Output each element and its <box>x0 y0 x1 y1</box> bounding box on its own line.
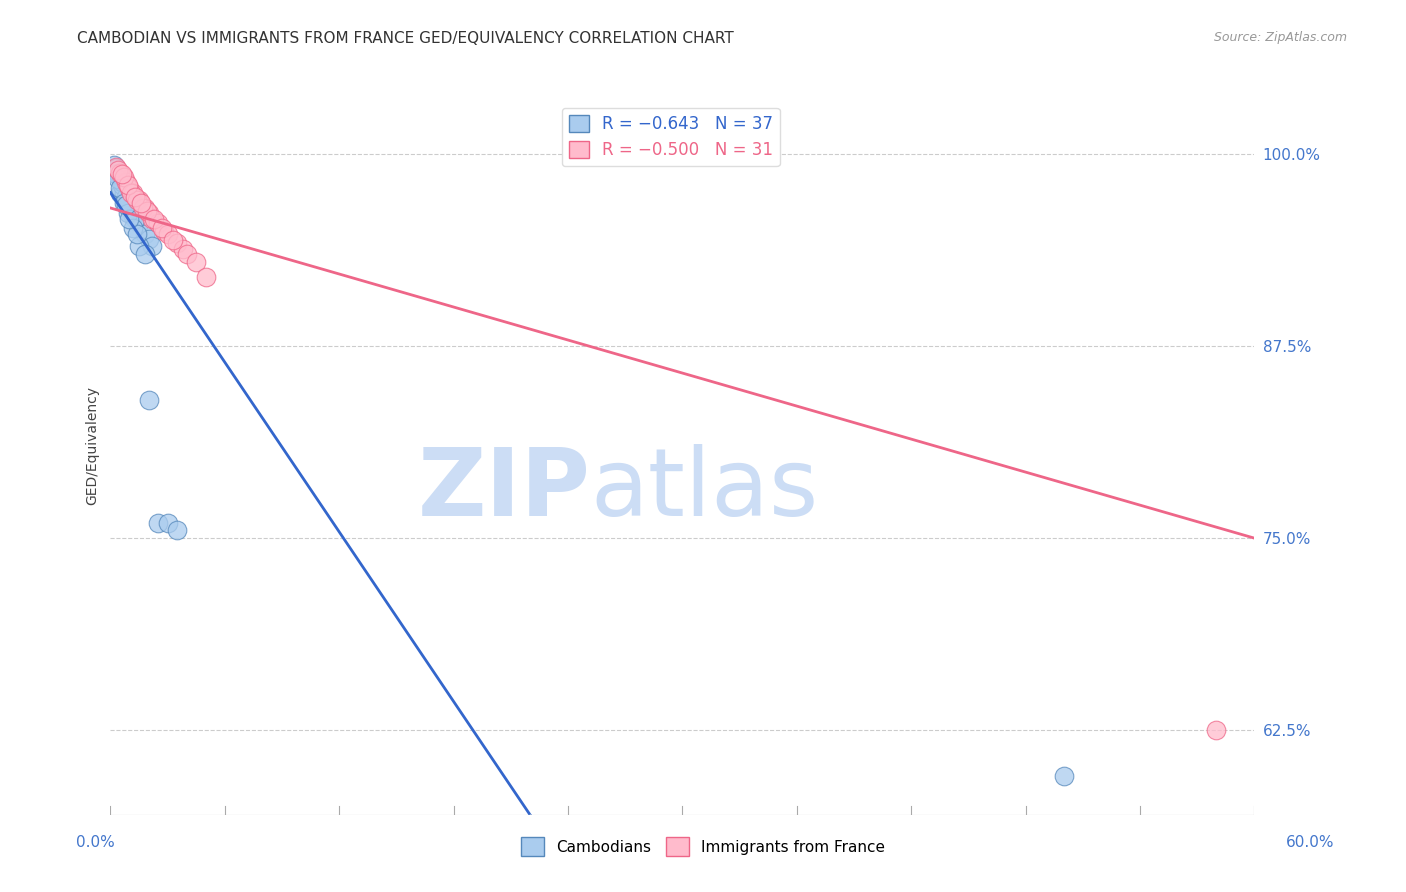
Point <box>105 167 128 181</box>
Point <box>112 196 135 211</box>
Point <box>108 166 131 180</box>
Point <box>103 158 125 172</box>
Point <box>105 160 128 174</box>
Point <box>129 196 152 211</box>
Legend: Cambodians, Immigrants from France: Cambodians, Immigrants from France <box>515 831 891 862</box>
Point <box>117 194 139 208</box>
Point <box>138 232 160 246</box>
Point <box>122 209 145 223</box>
Text: CAMBODIAN VS IMMIGRANTS FROM FRANCE GED/EQUIVALENCY CORRELATION CHART: CAMBODIAN VS IMMIGRANTS FROM FRANCE GED/… <box>77 31 734 46</box>
Point <box>105 161 128 175</box>
Point <box>114 190 136 204</box>
Point <box>114 194 136 208</box>
Point <box>162 233 184 247</box>
Point <box>105 162 128 177</box>
Point <box>156 227 179 241</box>
Point <box>1053 769 1076 783</box>
Point <box>141 211 163 226</box>
Point <box>172 243 194 257</box>
Point <box>138 205 160 219</box>
Point <box>117 205 139 219</box>
Point <box>107 171 129 186</box>
Point <box>186 254 208 268</box>
Point <box>122 221 145 235</box>
Point <box>108 181 131 195</box>
Point <box>128 239 150 253</box>
Text: 60.0%: 60.0% <box>1286 836 1334 850</box>
Point <box>143 211 166 226</box>
Point <box>118 211 141 226</box>
Text: atlas: atlas <box>591 444 820 536</box>
Point <box>128 216 150 230</box>
Point <box>124 190 146 204</box>
Point <box>112 170 135 185</box>
Point <box>120 186 142 200</box>
Point <box>124 211 146 226</box>
Point <box>107 166 129 180</box>
Point <box>127 227 149 241</box>
Point <box>134 201 156 215</box>
Point <box>138 392 160 407</box>
Point <box>150 221 173 235</box>
Point <box>117 178 139 192</box>
Point <box>146 516 169 530</box>
Point <box>156 516 179 530</box>
Text: Source: ZipAtlas.com: Source: ZipAtlas.com <box>1213 31 1347 45</box>
Point <box>122 186 145 200</box>
Point <box>108 186 131 200</box>
Legend: R = −0.643   N = 37, R = −0.500   N = 31: R = −0.643 N = 37, R = −0.500 N = 31 <box>562 108 780 166</box>
Point <box>118 181 141 195</box>
Point <box>141 239 163 253</box>
Point <box>1205 723 1227 737</box>
Point <box>176 247 198 261</box>
Point <box>127 194 149 208</box>
Point <box>166 236 188 251</box>
Text: ZIP: ZIP <box>418 444 591 536</box>
Point <box>107 162 129 177</box>
Point <box>118 201 141 215</box>
Point <box>134 247 156 261</box>
Point <box>194 270 217 285</box>
Point <box>111 175 134 189</box>
Point <box>152 224 174 238</box>
Text: 0.0%: 0.0% <box>76 836 115 850</box>
Point <box>111 167 134 181</box>
Point <box>111 178 134 192</box>
Point <box>112 186 135 200</box>
Point <box>120 201 142 215</box>
Point <box>128 194 150 208</box>
Y-axis label: GED/Equivalency: GED/Equivalency <box>86 386 100 506</box>
Point <box>166 524 188 538</box>
Point <box>108 170 131 185</box>
Point <box>146 216 169 230</box>
Point <box>134 227 156 241</box>
Point <box>135 204 157 219</box>
Point <box>132 201 155 215</box>
Point <box>114 175 136 189</box>
Point <box>114 198 136 212</box>
Point <box>107 166 129 180</box>
